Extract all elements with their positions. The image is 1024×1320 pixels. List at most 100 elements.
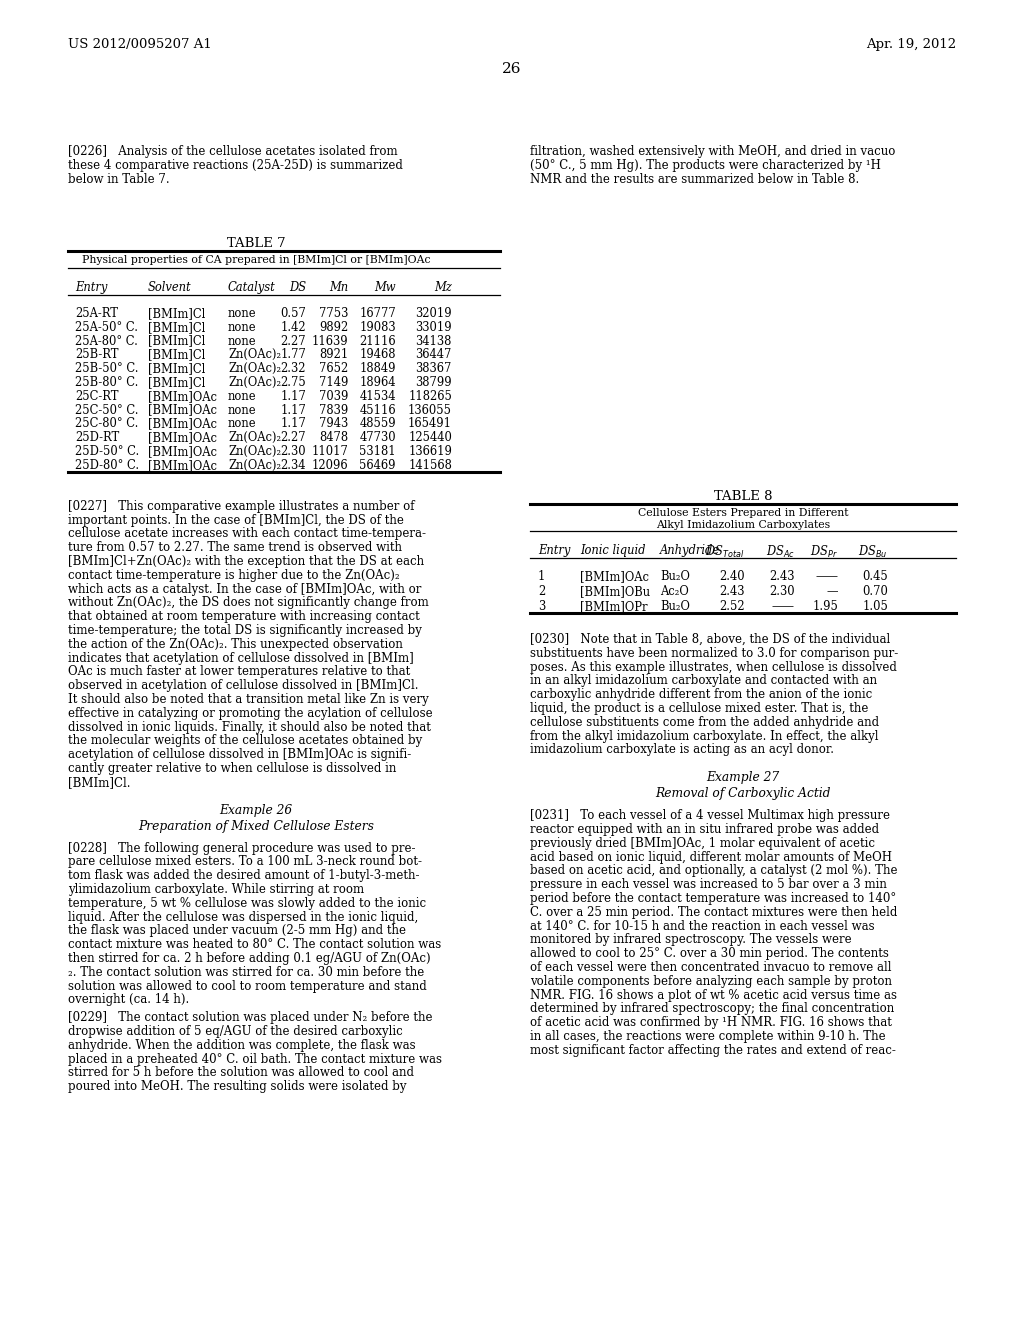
Text: these 4 comparative reactions (25A-25D) is summarized: these 4 comparative reactions (25A-25D) … xyxy=(68,158,402,172)
Text: none: none xyxy=(228,417,257,430)
Text: Mw: Mw xyxy=(375,281,396,294)
Text: poured into MeOH. The resulting solids were isolated by: poured into MeOH. The resulting solids w… xyxy=(68,1080,407,1093)
Text: [0229]   The contact solution was placed under N₂ before the: [0229] The contact solution was placed u… xyxy=(68,1011,432,1024)
Text: none: none xyxy=(228,389,257,403)
Text: OAc is much faster at lower temperatures relative to that: OAc is much faster at lower temperatures… xyxy=(68,665,411,678)
Text: 2: 2 xyxy=(538,585,545,598)
Text: important points. In the case of [BMIm]Cl, the DS of the: important points. In the case of [BMIm]C… xyxy=(68,513,403,527)
Text: Entry: Entry xyxy=(75,281,108,294)
Text: 19083: 19083 xyxy=(359,321,396,334)
Text: temperature, 5 wt % cellulose was slowly added to the ionic: temperature, 5 wt % cellulose was slowly… xyxy=(68,896,426,909)
Text: [0226]   Analysis of the cellulose acetates isolated from: [0226] Analysis of the cellulose acetate… xyxy=(68,145,397,158)
Text: 32019: 32019 xyxy=(416,308,452,319)
Text: [0230]   Note that in Table 8, above, the DS of the individual: [0230] Note that in Table 8, above, the … xyxy=(530,634,890,645)
Text: pressure in each vessel was increased to 5 bar over a 3 min: pressure in each vessel was increased to… xyxy=(530,878,887,891)
Text: 26: 26 xyxy=(502,62,522,77)
Text: 8478: 8478 xyxy=(318,432,348,445)
Text: 2.40: 2.40 xyxy=(720,570,745,583)
Text: 25C-80° C.: 25C-80° C. xyxy=(75,417,138,430)
Text: Entry: Entry xyxy=(538,544,570,557)
Text: 141568: 141568 xyxy=(409,459,452,471)
Text: 9892: 9892 xyxy=(318,321,348,334)
Text: 18964: 18964 xyxy=(359,376,396,389)
Text: overnight (ca. 14 h).: overnight (ca. 14 h). xyxy=(68,994,189,1006)
Text: period before the contact temperature was increased to 140°: period before the contact temperature wa… xyxy=(530,892,896,906)
Text: 38367: 38367 xyxy=(416,362,452,375)
Text: Ac₂O: Ac₂O xyxy=(660,585,689,598)
Text: 1.17: 1.17 xyxy=(281,417,306,430)
Text: US 2012/0095207 A1: US 2012/0095207 A1 xyxy=(68,38,212,51)
Text: indicates that acetylation of cellulose dissolved in [BMIm]: indicates that acetylation of cellulose … xyxy=(68,652,414,664)
Text: placed in a preheated 40° C. oil bath. The contact mixture was: placed in a preheated 40° C. oil bath. T… xyxy=(68,1052,442,1065)
Text: [BMIm]Cl: [BMIm]Cl xyxy=(148,376,206,389)
Text: Zn(OAc)₂: Zn(OAc)₂ xyxy=(228,348,282,362)
Text: carboxylic anhydride different from the anion of the ionic: carboxylic anhydride different from the … xyxy=(530,688,872,701)
Text: 1.17: 1.17 xyxy=(281,389,306,403)
Text: 7753: 7753 xyxy=(318,308,348,319)
Text: [BMIm]OAc: [BMIm]OAc xyxy=(148,432,217,445)
Text: Mn: Mn xyxy=(329,281,348,294)
Text: 47730: 47730 xyxy=(359,432,396,445)
Text: Alkyl Imidazolium Carboxylates: Alkyl Imidazolium Carboxylates xyxy=(656,520,830,531)
Text: based on acetic acid, and optionally, a catalyst (2 mol %). The: based on acetic acid, and optionally, a … xyxy=(530,865,897,878)
Text: [BMIm]Cl.: [BMIm]Cl. xyxy=(68,776,130,789)
Text: 41534: 41534 xyxy=(359,389,396,403)
Text: in all cases, the reactions were complete within 9-10 h. The: in all cases, the reactions were complet… xyxy=(530,1030,886,1043)
Text: Bu₂O: Bu₂O xyxy=(660,570,690,583)
Text: DS$_{\mathit{Ac}}$: DS$_{\mathit{Ac}}$ xyxy=(766,544,795,560)
Text: 2.27: 2.27 xyxy=(281,432,306,445)
Text: It should also be noted that a transition metal like Zn is very: It should also be noted that a transitio… xyxy=(68,693,429,706)
Text: 125440: 125440 xyxy=(409,432,452,445)
Text: poses. As this example illustrates, when cellulose is dissolved: poses. As this example illustrates, when… xyxy=(530,660,897,673)
Text: Zn(OAc)₂: Zn(OAc)₂ xyxy=(228,445,282,458)
Text: ——: —— xyxy=(772,601,795,612)
Text: 1.05: 1.05 xyxy=(862,601,888,612)
Text: [BMIm]OAc: [BMIm]OAc xyxy=(148,417,217,430)
Text: none: none xyxy=(228,321,257,334)
Text: anhydride. When the addition was complete, the flask was: anhydride. When the addition was complet… xyxy=(68,1039,416,1052)
Text: Cellulose Esters Prepared in Different: Cellulose Esters Prepared in Different xyxy=(638,508,848,517)
Text: from the alkyl imidazolium carboxylate. In effect, the alkyl: from the alkyl imidazolium carboxylate. … xyxy=(530,730,879,743)
Text: 0.57: 0.57 xyxy=(281,308,306,319)
Text: determined by infrared spectroscopy; the final concentration: determined by infrared spectroscopy; the… xyxy=(530,1002,894,1015)
Text: 21116: 21116 xyxy=(359,334,396,347)
Text: [BMIm]Cl+Zn(OAc)₂ with the exception that the DS at each: [BMIm]Cl+Zn(OAc)₂ with the exception tha… xyxy=(68,554,424,568)
Text: Physical properties of CA prepared in [BMIm]Cl or [BMIm]OAc: Physical properties of CA prepared in [B… xyxy=(82,255,430,265)
Text: Example 26: Example 26 xyxy=(219,804,293,817)
Text: Bu₂O: Bu₂O xyxy=(660,601,690,612)
Text: ₂. The contact solution was stirred for ca. 30 min before the: ₂. The contact solution was stirred for … xyxy=(68,966,424,979)
Text: [BMIm]OAc: [BMIm]OAc xyxy=(148,445,217,458)
Text: of acetic acid was confirmed by ¹H NMR. FIG. 16 shows that: of acetic acid was confirmed by ¹H NMR. … xyxy=(530,1016,892,1030)
Text: 7839: 7839 xyxy=(318,404,348,417)
Text: —: — xyxy=(826,585,838,598)
Text: 25A-50° C.: 25A-50° C. xyxy=(75,321,138,334)
Text: [BMIm]Cl: [BMIm]Cl xyxy=(148,348,206,362)
Text: 38799: 38799 xyxy=(416,376,452,389)
Text: DS: DS xyxy=(289,281,306,294)
Text: 18849: 18849 xyxy=(359,362,396,375)
Text: at 140° C. for 10-15 h and the reaction in each vessel was: at 140° C. for 10-15 h and the reaction … xyxy=(530,920,874,933)
Text: 25A-80° C.: 25A-80° C. xyxy=(75,334,138,347)
Text: 1.95: 1.95 xyxy=(812,601,838,612)
Text: Catalyst: Catalyst xyxy=(228,281,275,294)
Text: 25D-RT: 25D-RT xyxy=(75,432,119,445)
Text: Mz: Mz xyxy=(434,281,452,294)
Text: 1: 1 xyxy=(538,570,546,583)
Text: DS$_{\mathit{Bu}}$: DS$_{\mathit{Bu}}$ xyxy=(858,544,888,560)
Text: imidazolium carboxylate is acting as an acyl donor.: imidazolium carboxylate is acting as an … xyxy=(530,743,834,756)
Text: [0231]   To each vessel of a 4 vessel Multimax high pressure: [0231] To each vessel of a 4 vessel Mult… xyxy=(530,809,890,822)
Text: ——: —— xyxy=(815,570,838,583)
Text: liquid. After the cellulose was dispersed in the ionic liquid,: liquid. After the cellulose was disperse… xyxy=(68,911,418,924)
Text: dropwise addition of 5 eq/AGU of the desired carboxylic: dropwise addition of 5 eq/AGU of the des… xyxy=(68,1026,402,1038)
Text: 25C-RT: 25C-RT xyxy=(75,389,119,403)
Text: 16777: 16777 xyxy=(359,308,396,319)
Text: which acts as a catalyst. In the case of [BMIm]OAc, with or: which acts as a catalyst. In the case of… xyxy=(68,582,421,595)
Text: acid based on ionic liquid, different molar amounts of MeOH: acid based on ionic liquid, different mo… xyxy=(530,850,892,863)
Text: none: none xyxy=(228,308,257,319)
Text: pare cellulose mixed esters. To a 100 mL 3-neck round bot-: pare cellulose mixed esters. To a 100 mL… xyxy=(68,855,422,869)
Text: [BMIm]Cl: [BMIm]Cl xyxy=(148,321,206,334)
Text: stirred for 5 h before the solution was allowed to cool and: stirred for 5 h before the solution was … xyxy=(68,1067,414,1080)
Text: 165491: 165491 xyxy=(408,417,452,430)
Text: 2.32: 2.32 xyxy=(281,362,306,375)
Text: the flask was placed under vacuum (2-5 mm Hg) and the: the flask was placed under vacuum (2-5 m… xyxy=(68,924,406,937)
